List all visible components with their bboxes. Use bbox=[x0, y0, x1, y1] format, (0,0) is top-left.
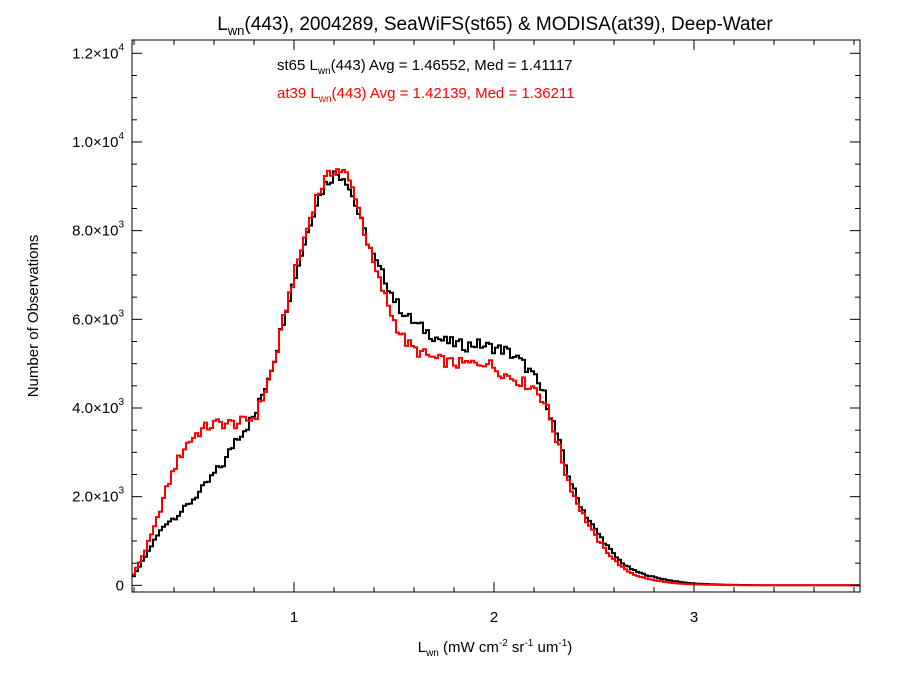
series-line-1 bbox=[132, 168, 860, 587]
y-tick-label: 8.0×103 bbox=[72, 220, 124, 240]
y-tick-label: 6.0×103 bbox=[72, 308, 124, 328]
annotation-at39: at39 Lwn(443) Avg = 1.42139, Med = 1.362… bbox=[277, 85, 574, 105]
x-tick-label: 2 bbox=[490, 609, 498, 626]
plot-frame bbox=[131, 39, 861, 593]
y-tick-label: 2.0×103 bbox=[72, 486, 124, 506]
y-tick-label: 1.0×104 bbox=[72, 131, 124, 151]
series-layer bbox=[132, 168, 860, 587]
legend-annotations: st65 Lwn(443) Avg = 1.46552, Med = 1.411… bbox=[277, 57, 574, 105]
x-tick-label: 3 bbox=[690, 609, 698, 626]
annotation-st65: st65 Lwn(443) Avg = 1.46552, Med = 1.411… bbox=[277, 57, 573, 77]
y-tick-label: 0 bbox=[116, 577, 124, 594]
chart-title: Lwn(443), 2004289, SeaWiFS(st65) & MODIS… bbox=[217, 14, 773, 38]
y-tick-label: 4.0×103 bbox=[72, 397, 124, 417]
series-line-0 bbox=[132, 170, 860, 587]
x-axis-label: Lwn (mW cm-2 sr-1 um-1) bbox=[418, 638, 573, 659]
x-tick-label: 1 bbox=[290, 609, 298, 626]
tick-layer: 1 2 3 0 2.0×103 4.0×103 6.0×103 8.0×103 1.0×104 1… bbox=[72, 40, 860, 626]
y-axis-label: Number of Observations bbox=[25, 235, 42, 398]
y-tick-label: 1.2×104 bbox=[72, 42, 124, 62]
